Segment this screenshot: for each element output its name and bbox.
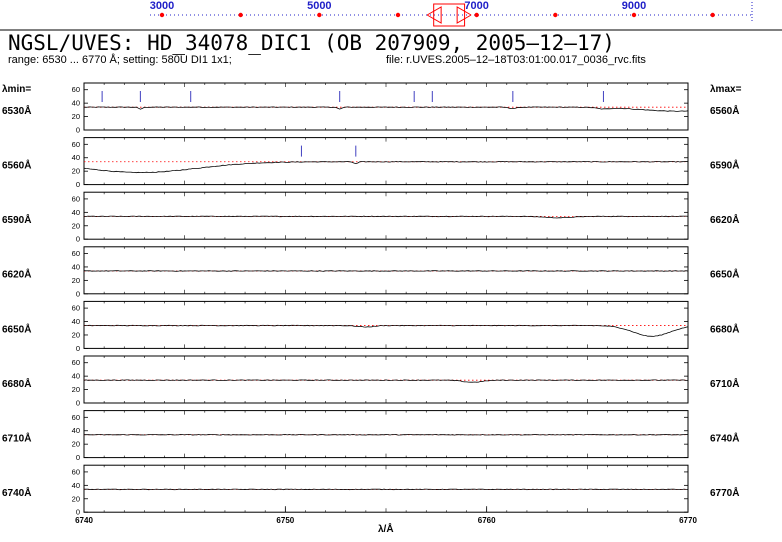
overview-marker — [317, 12, 322, 18]
y-tick-label: 20 — [72, 494, 80, 503]
panel-max-wavelength: 6650Å — [710, 268, 739, 281]
spectrum-panel: 0 20 40 60 6710Å 6740Å — [2, 410, 739, 462]
range-setting-text: range: 6530 ... 6770 Å; setting: 580U DI… — [8, 53, 232, 66]
y-tick-label: 60 — [72, 304, 80, 313]
spectrum-panels: 0 20 40 60 6530Å 6560Å 0 20 40 60 6560Å 6590Å 0 20 40 6… — [2, 82, 739, 525]
flux-line — [84, 488, 689, 491]
overview-window-box[interactable] — [433, 3, 466, 27]
overview-label: 9000 — [622, 0, 646, 12]
flux-line — [83, 434, 689, 436]
panel-max-wavelength: 6560Å — [710, 104, 739, 117]
flux-line — [84, 215, 689, 219]
y-tick-label: 20 — [72, 440, 80, 449]
y-tick-label: 40 — [72, 372, 80, 381]
y-tick-label: 40 — [72, 481, 80, 490]
panel-frame — [83, 464, 689, 513]
flux-line — [83, 379, 689, 383]
flux-line — [83, 106, 689, 112]
spectrum-panel: 0 20 40 60 6530Å 6560Å — [2, 82, 739, 135]
overview-marker — [710, 12, 715, 18]
overview-marker — [238, 12, 243, 18]
y-tick-label: 60 — [72, 194, 80, 203]
overview-label: 7000 — [464, 0, 488, 12]
y-tick-label: 0 — [76, 399, 80, 408]
overview-marker — [553, 12, 558, 18]
overview-marker — [474, 12, 479, 18]
panel-min-wavelength: 6620Å — [2, 268, 31, 281]
overview-next-arrow[interactable] — [456, 6, 472, 24]
panel-min-wavelength: 6740Å — [2, 486, 31, 499]
panel-max-wavelength: 6680Å — [710, 322, 739, 335]
panel-max-wavelength: 6740Å — [710, 431, 739, 444]
y-tick-label: 20 — [72, 276, 80, 285]
panel-min-wavelength: 6560Å — [2, 158, 31, 171]
y-tick-label: 40 — [72, 208, 80, 217]
flux-line — [83, 270, 689, 272]
y-tick-label: 0 — [76, 508, 80, 517]
lambda-min-label: λmin= — [2, 84, 31, 95]
overview-prev-arrow[interactable] — [426, 6, 442, 24]
x-tick-label: 6770 — [679, 516, 697, 525]
panel-min-wavelength: 6590Å — [2, 213, 31, 226]
y-tick-label: 20 — [72, 112, 80, 121]
wavelength-overview: 3000 5000 7000 9000 — [150, 0, 753, 27]
y-tick-label: 60 — [72, 467, 80, 476]
panel-max-wavelength: 6590Å — [710, 158, 739, 171]
panel-min-wavelength: 6680Å — [2, 377, 31, 390]
x-tick-label: 6750 — [276, 516, 294, 525]
y-tick-label: 20 — [72, 167, 80, 176]
y-tick-label: 20 — [72, 221, 80, 230]
lambda-max-label: λmax= — [710, 84, 742, 95]
spectrum-panel: 0 20 40 60 6590Å 6620Å — [2, 191, 739, 244]
overview-marker — [631, 12, 637, 18]
y-tick-label: 0 — [76, 344, 80, 353]
y-tick-label: 40 — [72, 99, 80, 108]
panel-frame — [83, 137, 689, 186]
y-tick-label: 0 — [76, 453, 80, 462]
page-title: NGSL/UVES: HD_34078_DIC1 (OB 207909, 200… — [8, 31, 615, 55]
y-tick-label: 0 — [76, 180, 80, 189]
panel-min-wavelength: 6650Å — [2, 322, 31, 335]
y-tick-label: 60 — [72, 249, 80, 258]
spectrum-panel: 0 20 40 60 6620Å 6650Å — [2, 246, 739, 298]
file-name-text: file: r.UVES.2005‒12‒18T03:01:00.017_003… — [386, 54, 646, 66]
panel-frame — [83, 191, 689, 240]
overview-label: 5000 — [307, 0, 331, 12]
y-tick-label: 20 — [72, 385, 80, 394]
panel-max-wavelength: 6710Å — [710, 377, 739, 390]
y-tick-label: 40 — [72, 153, 80, 162]
spectrum-panel: 0 20 40 60 6680Å 6710Å — [2, 355, 739, 408]
x-tick-label: 6740 — [75, 516, 93, 525]
spectrum-panel: 0 20 40 60 6740Å 6770Å 6740 6750 6760 6770 — [2, 464, 739, 525]
overview-marker — [395, 12, 401, 18]
y-tick-label: 20 — [72, 330, 80, 339]
y-tick-label: 60 — [72, 85, 80, 94]
panel-max-wavelength: 6770Å — [710, 486, 739, 499]
panel-min-wavelength: 6530Å — [2, 104, 31, 117]
spectrum-panel: 0 20 40 60 6560Å 6590Å — [2, 137, 739, 189]
y-tick-label: 0 — [76, 235, 80, 244]
flux-line — [83, 324, 689, 337]
overview-label: 3000 — [150, 0, 174, 12]
panel-frame — [83, 300, 689, 349]
panel-min-wavelength: 6710Å — [2, 431, 31, 444]
x-axis-label: λ/Å — [378, 522, 394, 535]
panel-frame — [83, 82, 689, 131]
x-tick-label: 6760 — [478, 516, 496, 525]
panel-max-wavelength: 6620Å — [710, 213, 739, 226]
overview-marker — [159, 12, 165, 18]
y-tick-label: 40 — [72, 317, 80, 326]
y-tick-label: 0 — [76, 289, 80, 298]
spectrum-panel: 0 20 40 60 6650Å 6680Å — [2, 300, 739, 353]
y-tick-label: 60 — [72, 140, 80, 149]
y-tick-label: 40 — [72, 262, 80, 271]
y-tick-label: 60 — [72, 358, 80, 367]
panel-frame — [83, 246, 689, 295]
y-tick-label: 40 — [72, 426, 80, 435]
y-tick-label: 0 — [76, 126, 80, 135]
flux-line — [83, 161, 689, 174]
y-tick-label: 60 — [72, 413, 80, 422]
